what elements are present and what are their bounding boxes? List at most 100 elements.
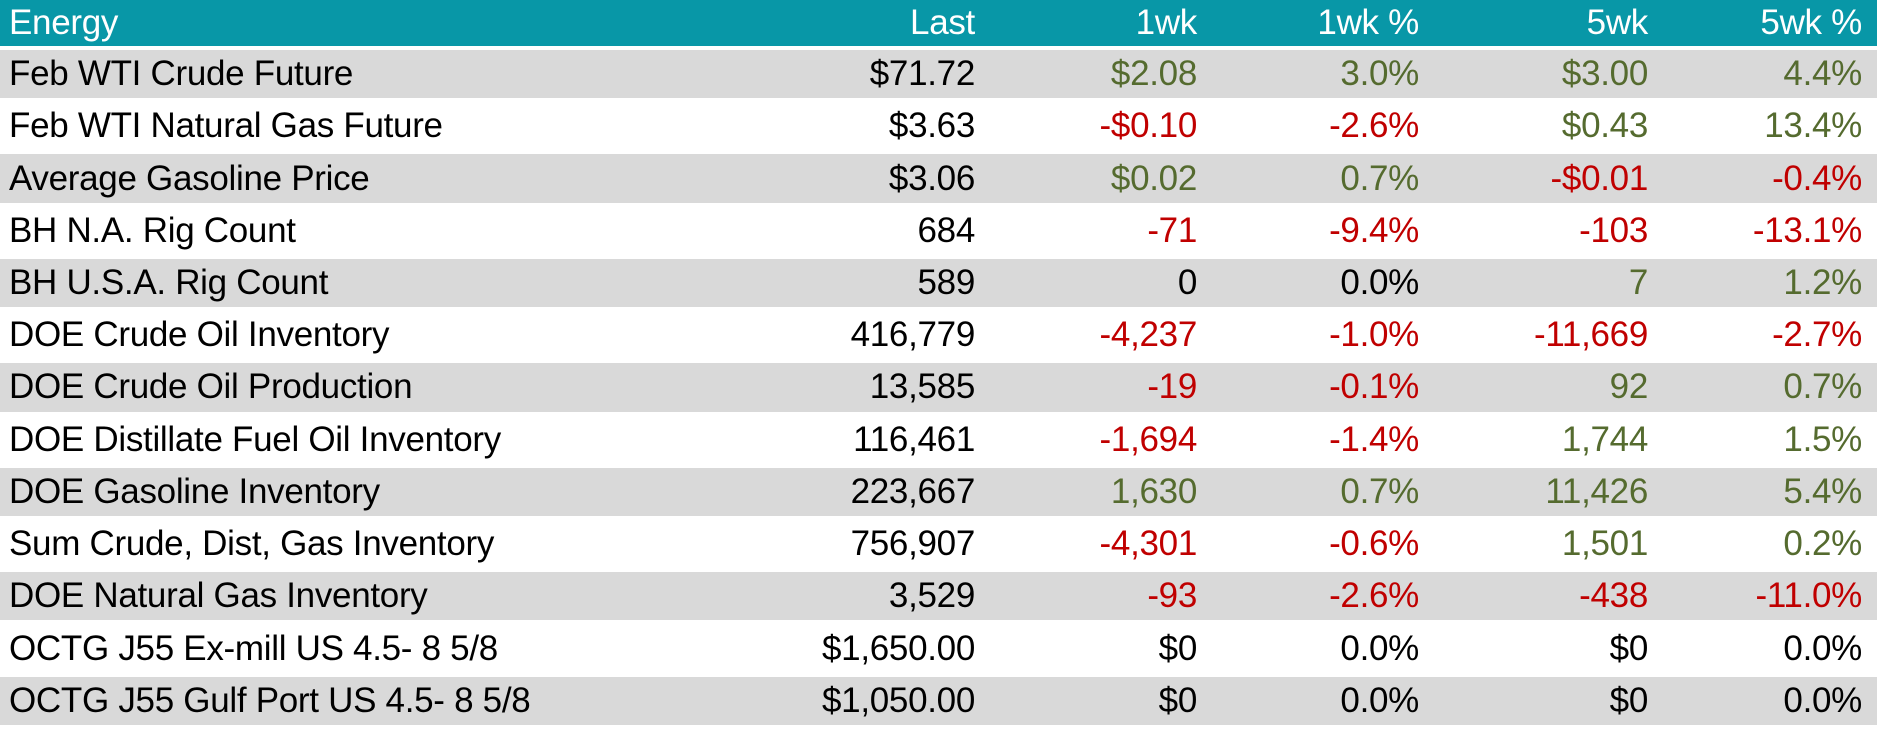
cell-5wk: 0.7%	[1663, 363, 1877, 416]
cell-5wk: -11,669	[1434, 311, 1663, 364]
column-header-1wk: 1wk	[990, 0, 1212, 50]
cell-1wk: -2.6%	[1212, 572, 1434, 625]
cell-1wk: -4,301	[990, 520, 1212, 573]
row-label: Sum Crude, Dist, Gas Inventory	[0, 520, 790, 573]
row-label: OCTG J55 Ex-mill US 4.5- 8 5/8	[0, 624, 790, 677]
row-label: OCTG J55 Gulf Port US 4.5- 8 5/8	[0, 676, 790, 729]
cell-last: 3,529	[790, 572, 990, 625]
row-label: Feb WTI Natural Gas Future	[0, 102, 790, 155]
table-body: Feb WTI Crude Future $71.72 $2.08 3.0% $3.00…	[0, 50, 1877, 729]
cell-5wk: -$0.01	[1434, 154, 1663, 207]
cell-5wk: $0	[1434, 624, 1663, 677]
cell-5wk: 0.0%	[1663, 676, 1877, 729]
cell-1wk: -4,237	[990, 311, 1212, 364]
cell-1wk: $0	[990, 676, 1212, 729]
column-header-last: Last	[790, 0, 990, 50]
cell-1wk: -9.4%	[1212, 207, 1434, 259]
cell-last: 116,461	[790, 416, 990, 468]
table-row: DOE Distillate Fuel Oil Inventory 116,461…	[0, 416, 1877, 468]
cell-5wk: 11,426	[1434, 467, 1663, 520]
table-row: BH U.S.A. Rig Count 589 0 0.0% 7 1.2%	[0, 258, 1877, 312]
cell-last: $1,650.00	[790, 624, 990, 677]
table-row: DOE Gasoline Inventory 223,667 1,630 0.7% 11…	[0, 467, 1877, 520]
row-label: Average Gasoline Price	[0, 154, 790, 207]
cell-last: $3.06	[790, 154, 990, 207]
cell-last: 684	[790, 207, 990, 259]
cell-5wk: -13.1%	[1663, 207, 1877, 259]
cell-5wk: $3.00	[1434, 50, 1663, 103]
cell-5wk: 1,501	[1434, 520, 1663, 573]
cell-5wk: 7	[1434, 258, 1663, 312]
table-row: DOE Crude Oil Production 13,585 -19 -0.1% 92…	[0, 363, 1877, 416]
row-label: BH N.A. Rig Count	[0, 207, 790, 259]
cell-1wk: -0.6%	[1212, 520, 1434, 573]
cell-last: $71.72	[790, 50, 990, 103]
cell-1wk: 0.0%	[1212, 676, 1434, 729]
row-label: DOE Gasoline Inventory	[0, 467, 790, 520]
row-label: Feb WTI Crude Future	[0, 50, 790, 103]
row-label: DOE Crude Oil Production	[0, 363, 790, 416]
cell-5wk: 5.4%	[1663, 467, 1877, 520]
cell-5wk: $0.43	[1434, 102, 1663, 155]
cell-last: 223,667	[790, 467, 990, 520]
cell-1wk: $0	[990, 624, 1212, 677]
cell-last: $3.63	[790, 102, 990, 155]
table-row: BH N.A. Rig Count 684 -71 -9.4% -103 -13.1%	[0, 207, 1877, 259]
cell-5wk: 4.4%	[1663, 50, 1877, 103]
cell-1wk: -1.0%	[1212, 311, 1434, 364]
row-label: DOE Natural Gas Inventory	[0, 572, 790, 625]
cell-5wk: 1,744	[1434, 416, 1663, 468]
cell-5wk: $0	[1434, 676, 1663, 729]
cell-1wk: $2.08	[990, 50, 1212, 103]
cell-5wk: 13.4%	[1663, 102, 1877, 155]
cell-1wk: 0	[990, 258, 1212, 312]
row-label: DOE Crude Oil Inventory	[0, 311, 790, 364]
cell-last: $1,050.00	[790, 676, 990, 729]
cell-1wk: -1,694	[990, 416, 1212, 468]
cell-5wk: -438	[1434, 572, 1663, 625]
table-row: Average Gasoline Price $3.06 $0.02 0.7% -$0.…	[0, 154, 1877, 207]
table-row: DOE Natural Gas Inventory 3,529 -93 -2.6% -4…	[0, 572, 1877, 625]
cell-1wk: 0.0%	[1212, 258, 1434, 312]
cell-1wk: $0.02	[990, 154, 1212, 207]
cell-5wk: -0.4%	[1663, 154, 1877, 207]
row-label: DOE Distillate Fuel Oil Inventory	[0, 416, 790, 468]
cell-1wk: -$0.10	[990, 102, 1212, 155]
cell-1wk: -71	[990, 207, 1212, 259]
table-row: Feb WTI Crude Future $71.72 $2.08 3.0% $3.00…	[0, 50, 1877, 103]
cell-1wk: 0.7%	[1212, 467, 1434, 520]
cell-5wk: 0.2%	[1663, 520, 1877, 573]
table-row: Sum Crude, Dist, Gas Inventory 756,907 -4,…	[0, 520, 1877, 573]
cell-5wk: -11.0%	[1663, 572, 1877, 625]
table-row: DOE Crude Oil Inventory 416,779 -4,237 -1.0…	[0, 311, 1877, 364]
cell-5wk: 92	[1434, 363, 1663, 416]
cell-5wk: 1.5%	[1663, 416, 1877, 468]
column-header-5wk: 5wk	[1434, 0, 1663, 50]
table-title: Energy	[0, 0, 790, 50]
cell-1wk: 1,630	[990, 467, 1212, 520]
cell-1wk: -93	[990, 572, 1212, 625]
cell-1wk: -2.6%	[1212, 102, 1434, 155]
table-row: OCTG J55 Gulf Port US 4.5- 8 5/8 $1,050.0…	[0, 676, 1877, 729]
column-header-5wk: 5wk %	[1663, 0, 1877, 50]
cell-5wk: 1.2%	[1663, 258, 1877, 312]
table-row: Feb WTI Natural Gas Future $3.63 -$0.10 -2.…	[0, 102, 1877, 155]
cell-1wk: 0.0%	[1212, 624, 1434, 677]
cell-last: 756,907	[790, 520, 990, 573]
cell-5wk: -103	[1434, 207, 1663, 259]
column-header-1wk: 1wk %	[1212, 0, 1434, 50]
cell-last: 13,585	[790, 363, 990, 416]
cell-1wk: 3.0%	[1212, 50, 1434, 103]
cell-1wk: -1.4%	[1212, 416, 1434, 468]
cell-5wk: -2.7%	[1663, 311, 1877, 364]
cell-1wk: -0.1%	[1212, 363, 1434, 416]
row-label: BH U.S.A. Rig Count	[0, 258, 790, 312]
header-row: Energy Last 1wk 1wk % 5wk 5wk %	[0, 0, 1877, 50]
cell-1wk: 0.7%	[1212, 154, 1434, 207]
cell-last: 416,779	[790, 311, 990, 364]
cell-5wk: 0.0%	[1663, 624, 1877, 677]
table-row: OCTG J55 Ex-mill US 4.5- 8 5/8 $1,650.00 $…	[0, 624, 1877, 677]
cell-last: 589	[790, 258, 990, 312]
cell-1wk: -19	[990, 363, 1212, 416]
